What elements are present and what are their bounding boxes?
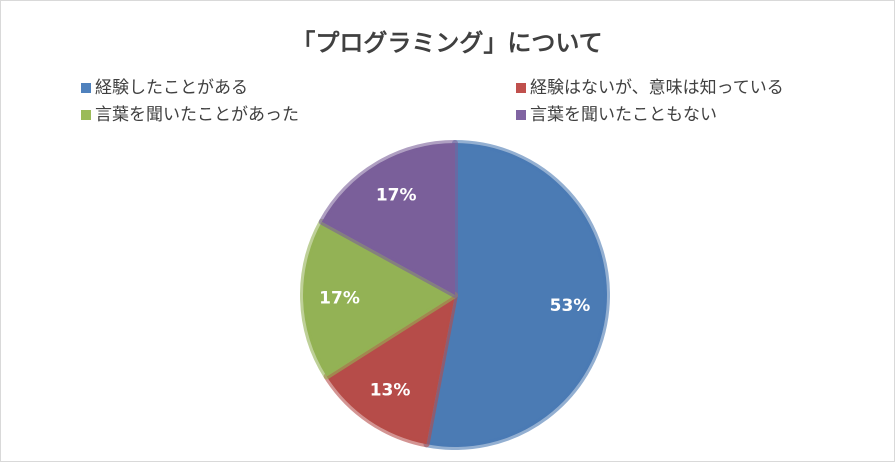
chart-title: 「プログラミング」について (291, 29, 602, 57)
pie-slice (318, 140, 458, 298)
data-label: 17% (319, 289, 360, 309)
legend-swatch (516, 110, 526, 120)
legend-swatch (81, 110, 91, 120)
pie-slice (323, 292, 458, 448)
legend-swatch (81, 83, 91, 93)
data-label: 53% (550, 296, 591, 316)
legend-label: 言葉を聞いたことがあった (95, 105, 299, 125)
data-label: 13% (370, 381, 411, 401)
legend-label: 経験はないが、意味は知っている (530, 78, 784, 98)
legend-swatch (516, 83, 526, 93)
pie-slice (300, 218, 458, 380)
legend-label: 言葉を聞いたこともない (530, 105, 717, 125)
pie-slice (423, 140, 610, 450)
data-label: 17% (376, 186, 417, 206)
legend-label: 経験したことがある (95, 78, 248, 98)
